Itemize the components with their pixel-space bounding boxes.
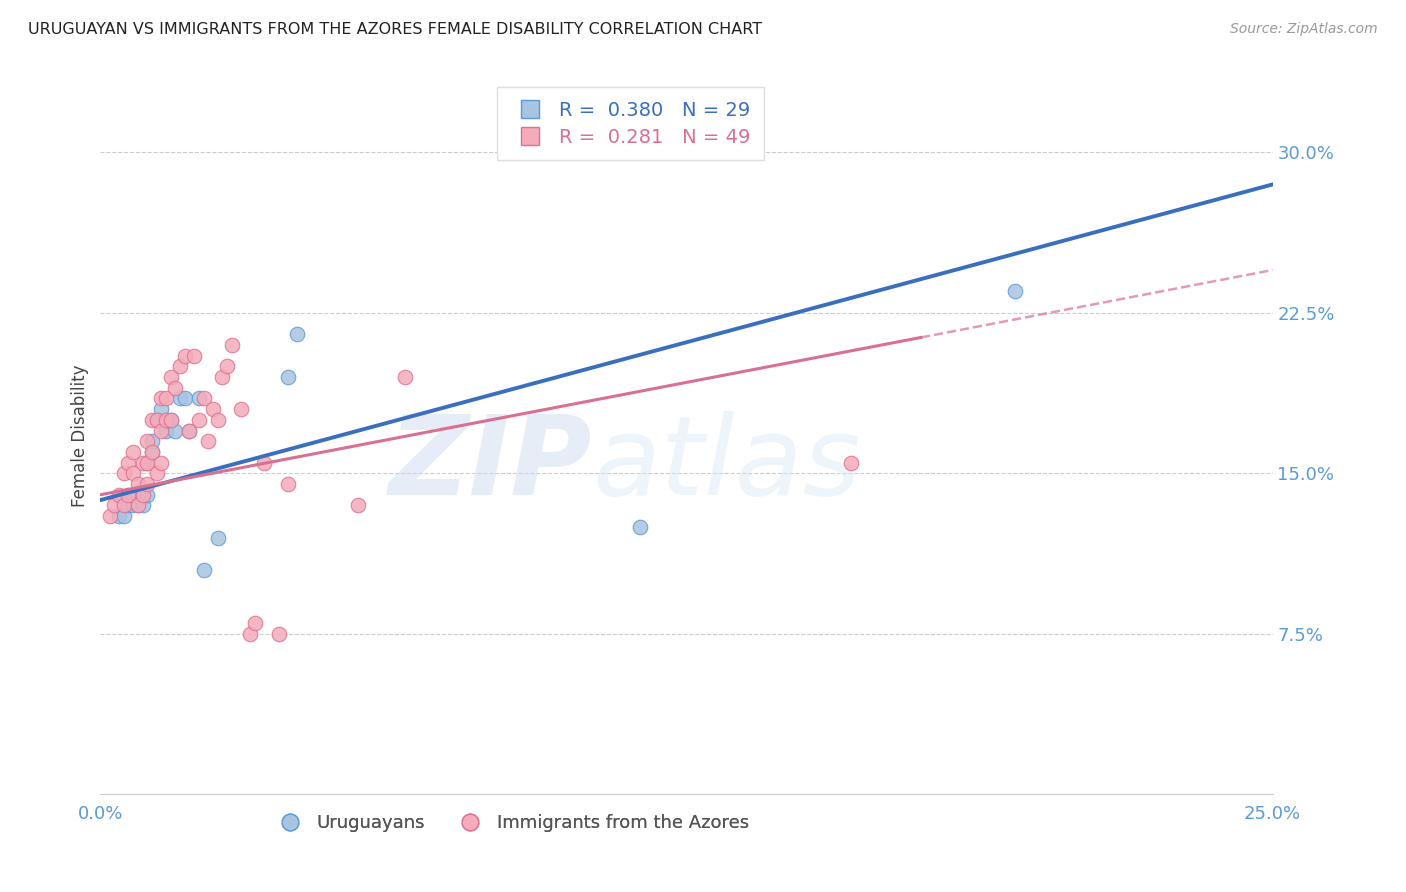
Point bbox=[150, 424, 173, 438]
Point bbox=[136, 434, 159, 449]
Legend: Uruguayans, Immigrants from the Azores: Uruguayans, Immigrants from the Azores bbox=[264, 806, 756, 839]
Point bbox=[150, 392, 173, 406]
Point bbox=[127, 499, 149, 513]
Point bbox=[108, 509, 131, 524]
Point bbox=[229, 402, 252, 417]
Point bbox=[211, 370, 233, 384]
Point bbox=[122, 445, 145, 459]
Point bbox=[131, 488, 153, 502]
Point bbox=[173, 392, 195, 406]
Point bbox=[136, 456, 159, 470]
Point bbox=[187, 413, 209, 427]
Point bbox=[155, 413, 177, 427]
Point bbox=[347, 499, 370, 513]
Point bbox=[394, 370, 416, 384]
Point bbox=[112, 509, 135, 524]
Point bbox=[127, 488, 149, 502]
Point bbox=[165, 381, 187, 395]
Point bbox=[131, 456, 153, 470]
Point bbox=[277, 477, 299, 491]
Point bbox=[628, 520, 651, 534]
Point bbox=[285, 327, 308, 342]
Point bbox=[108, 488, 131, 502]
Point bbox=[127, 477, 149, 491]
Text: URUGUAYAN VS IMMIGRANTS FROM THE AZORES FEMALE DISABILITY CORRELATION CHART: URUGUAYAN VS IMMIGRANTS FROM THE AZORES … bbox=[28, 22, 762, 37]
Point bbox=[112, 467, 135, 481]
Point bbox=[141, 413, 163, 427]
Point bbox=[173, 349, 195, 363]
Y-axis label: Female Disability: Female Disability bbox=[72, 365, 89, 508]
Point bbox=[117, 488, 139, 502]
Point bbox=[117, 456, 139, 470]
Point bbox=[243, 616, 266, 631]
Point bbox=[221, 338, 243, 352]
Point bbox=[193, 563, 215, 577]
Point bbox=[117, 499, 139, 513]
Point bbox=[215, 359, 238, 374]
Point bbox=[201, 402, 224, 417]
Point bbox=[141, 445, 163, 459]
Point bbox=[122, 488, 145, 502]
Point bbox=[150, 402, 173, 417]
Point bbox=[103, 499, 125, 513]
Point bbox=[98, 509, 121, 524]
Point bbox=[277, 370, 299, 384]
Point bbox=[253, 456, 276, 470]
Point bbox=[267, 627, 290, 641]
Point bbox=[169, 359, 191, 374]
Point bbox=[127, 499, 149, 513]
Point bbox=[197, 434, 219, 449]
Point bbox=[187, 392, 209, 406]
Point bbox=[122, 467, 145, 481]
Point bbox=[155, 424, 177, 438]
Point bbox=[183, 349, 205, 363]
Point bbox=[159, 413, 181, 427]
Point bbox=[159, 370, 181, 384]
Point bbox=[207, 531, 229, 545]
Point bbox=[122, 499, 145, 513]
Point bbox=[131, 499, 153, 513]
Point bbox=[155, 392, 177, 406]
Point bbox=[1004, 285, 1026, 299]
Point bbox=[839, 456, 862, 470]
Point bbox=[179, 424, 201, 438]
Point bbox=[141, 434, 163, 449]
Point bbox=[150, 456, 173, 470]
Point bbox=[169, 392, 191, 406]
Text: Source: ZipAtlas.com: Source: ZipAtlas.com bbox=[1230, 22, 1378, 37]
Point bbox=[165, 424, 187, 438]
Point bbox=[136, 488, 159, 502]
Point bbox=[141, 445, 163, 459]
Point bbox=[136, 456, 159, 470]
Text: atlas: atlas bbox=[593, 411, 862, 518]
Point bbox=[193, 392, 215, 406]
Point bbox=[145, 413, 167, 427]
Text: ZIP: ZIP bbox=[389, 411, 593, 518]
Point bbox=[239, 627, 262, 641]
Point bbox=[207, 413, 229, 427]
Point bbox=[131, 488, 153, 502]
Point bbox=[112, 499, 135, 513]
Point bbox=[145, 413, 167, 427]
Point bbox=[145, 467, 167, 481]
Point bbox=[136, 477, 159, 491]
Point bbox=[150, 413, 173, 427]
Point bbox=[179, 424, 201, 438]
Point bbox=[159, 413, 181, 427]
